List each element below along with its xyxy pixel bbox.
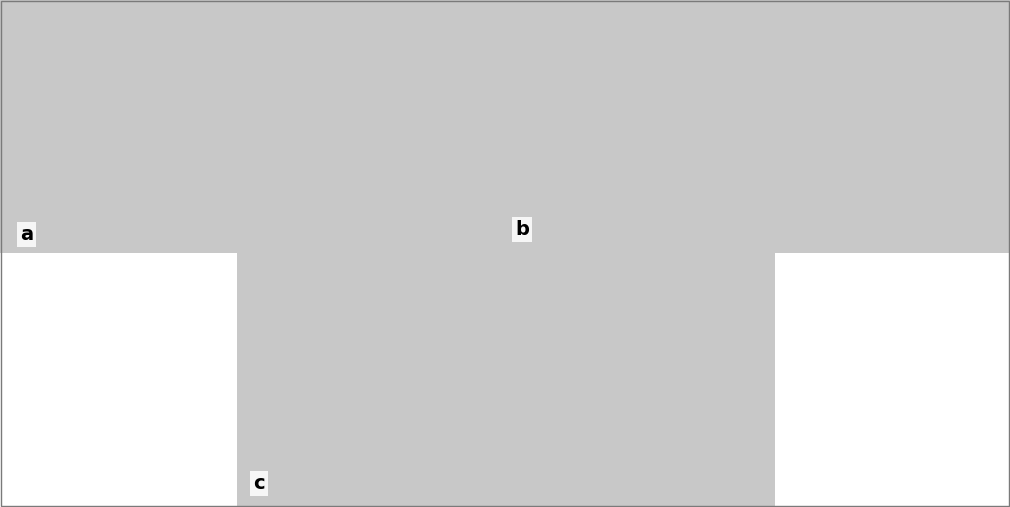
Text: a: a [20,225,33,244]
Text: c: c [254,474,265,493]
Text: b: b [515,220,529,239]
